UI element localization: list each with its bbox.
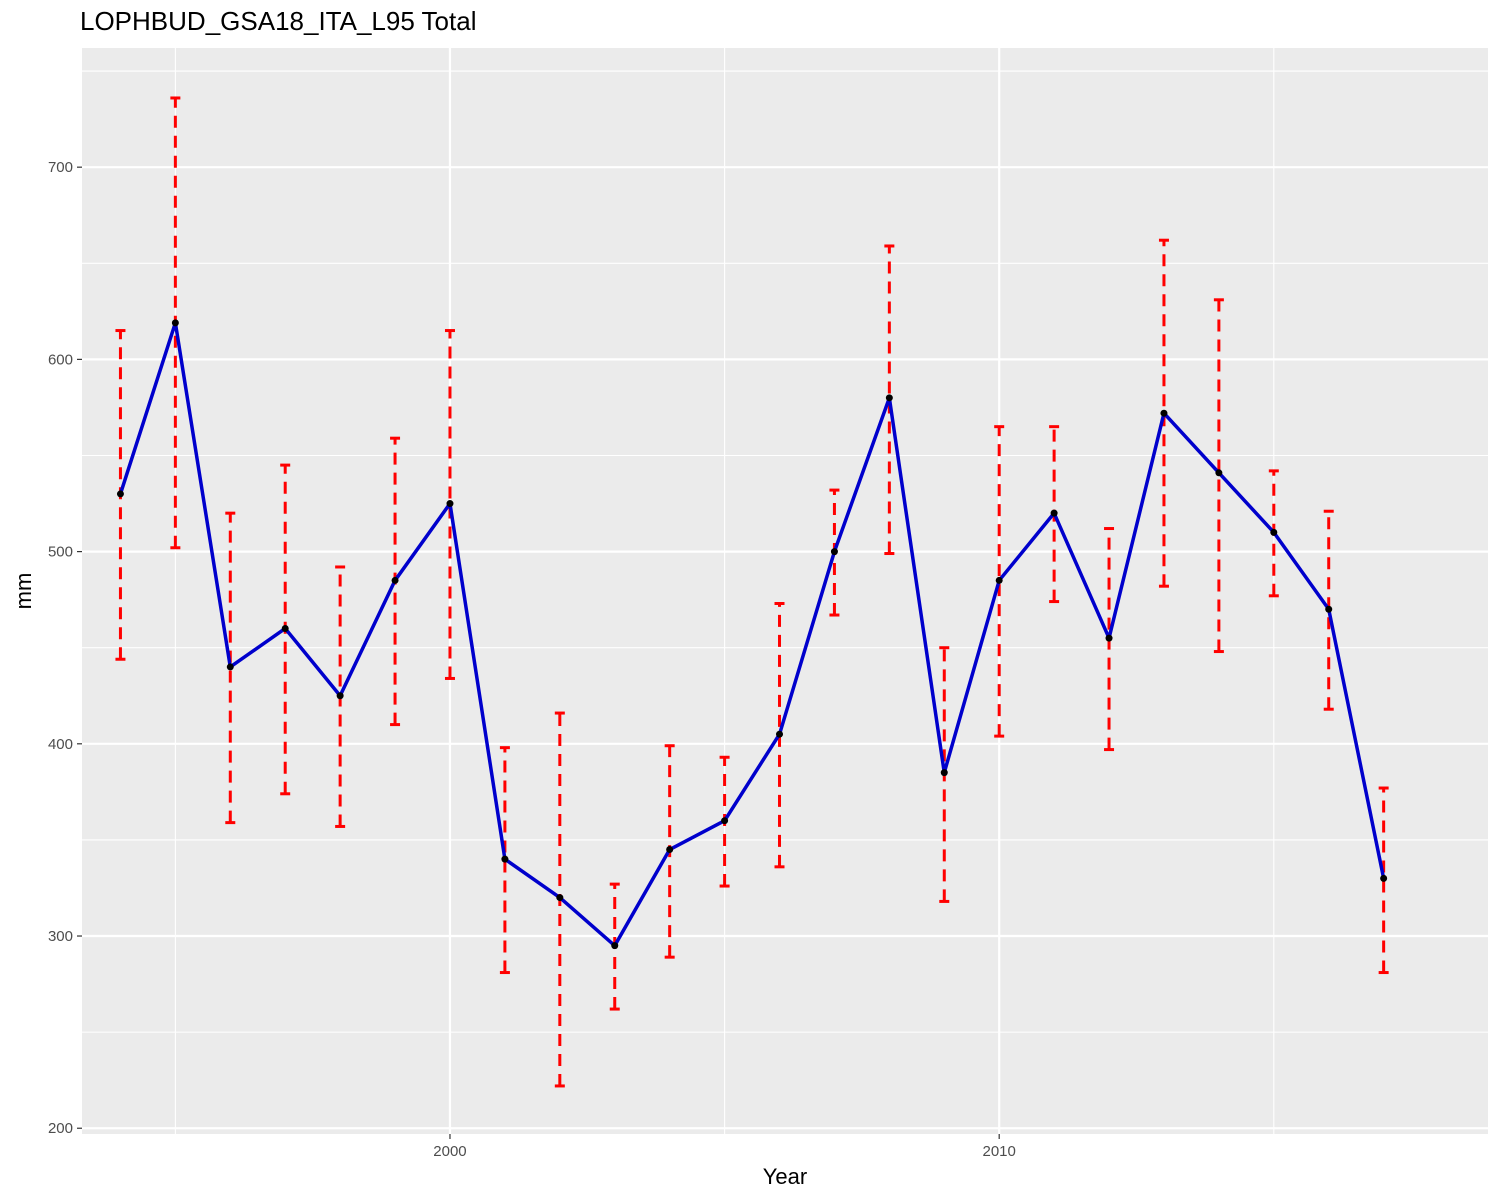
y-tick-label: 700 [48,159,73,176]
y-tick-label: 600 [48,351,73,368]
data-point-2002 [556,894,564,902]
y-tick-label: 400 [48,736,73,753]
data-point-2003 [611,942,619,950]
data-point-1994 [116,490,124,498]
data-point-2010 [995,576,1003,584]
data-point-1999 [391,576,399,584]
data-point-2014 [1215,469,1223,477]
data-point-2017 [1380,874,1388,882]
data-point-2009 [940,769,948,777]
data-point-1995 [171,319,179,327]
data-point-2016 [1325,605,1333,613]
series-line [118,321,1386,948]
data-points [116,319,1388,950]
data-point-1998 [336,692,344,700]
axis-ticks [77,166,1000,1139]
tick-labels: 200 300 400 500 600 700 2000 2010 [48,159,1016,1160]
data-point-2005 [721,817,729,825]
y-tick-label: 300 [48,928,73,945]
data-point-2013 [1160,409,1168,417]
x-tick-label: 2000 [433,1143,466,1160]
data-point-2004 [666,846,674,854]
data-point-2012 [1105,634,1113,642]
data-point-1996 [226,663,234,671]
data-point-2000 [446,500,454,508]
plot-panel [82,48,1488,1134]
chart-title: LOPHBUD_GSA18_ITA_L95 Total [80,6,477,36]
x-tick-label: 2010 [983,1143,1016,1160]
y-axis-title: mm [11,573,36,610]
y-tick-label: 500 [48,544,73,561]
data-point-2015 [1270,528,1278,536]
x-axis-title: Year [763,1164,807,1189]
data-point-2008 [885,394,893,402]
data-point-2006 [776,730,784,738]
data-point-1997 [281,624,289,632]
data-point-2011 [1050,509,1058,517]
series-line-group [118,321,1386,948]
data-point-2007 [830,548,838,556]
data-point-2001 [501,855,509,863]
y-tick-label: 200 [48,1120,73,1137]
